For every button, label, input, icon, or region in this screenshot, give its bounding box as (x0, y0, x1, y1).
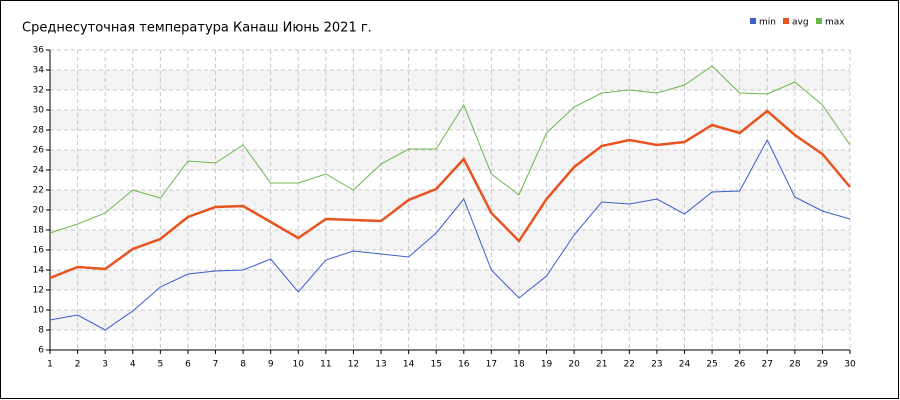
x-tick-label: 4 (130, 360, 136, 370)
x-tick-label: 8 (240, 360, 246, 370)
grid-band (50, 190, 850, 210)
x-tick-label: 20 (568, 360, 580, 370)
x-tick-label: 22 (624, 360, 635, 370)
y-tick-label: 12 (33, 286, 44, 296)
x-tick-label: 3 (102, 360, 108, 370)
x-tick-label: 21 (596, 360, 607, 370)
x-tick-label: 24 (679, 360, 691, 370)
x-tick-label: 25 (706, 360, 717, 370)
y-tick-label: 6 (38, 346, 44, 356)
x-tick-label: 30 (844, 360, 856, 370)
x-tick-label: 15 (430, 360, 441, 370)
x-tick-label: 10 (293, 360, 305, 370)
y-tick-label: 36 (33, 46, 45, 56)
y-tick-label: 32 (33, 86, 44, 96)
y-tick-label: 14 (33, 266, 45, 276)
x-tick-label: 1 (47, 360, 53, 370)
chart-title: Среднесуточная температура Канаш Июнь 20… (22, 21, 372, 36)
y-tick-label: 20 (33, 206, 45, 216)
grid-band (50, 70, 850, 90)
grid-band (50, 150, 850, 170)
grid-band (50, 110, 850, 130)
x-tick-label: 2 (75, 360, 81, 370)
x-tick-label: 27 (762, 360, 773, 370)
x-tick-label: 7 (213, 360, 219, 370)
y-tick-label: 8 (38, 326, 44, 336)
x-tick-label: 23 (651, 360, 662, 370)
y-tick-label: 34 (33, 66, 45, 76)
legend-swatch (816, 18, 822, 24)
legend-swatch (783, 18, 789, 24)
y-tick-label: 30 (33, 106, 45, 116)
x-tick-label: 13 (375, 360, 386, 370)
y-tick-label: 18 (33, 226, 45, 236)
legend-label: avg (792, 18, 809, 28)
series-line (49, 65, 851, 234)
y-tick-label: 16 (33, 246, 45, 256)
y-tick-label: 28 (33, 126, 45, 136)
x-tick-label: 17 (486, 360, 497, 370)
legend-label: min (759, 18, 776, 28)
x-tick-label: 6 (185, 360, 191, 370)
legend-label: max (825, 18, 845, 28)
x-tick-label: 5 (157, 360, 163, 370)
x-tick-label: 9 (268, 360, 274, 370)
x-tick-label: 26 (734, 360, 746, 370)
y-tick-label: 10 (33, 306, 45, 316)
x-tick-label: 11 (320, 360, 331, 370)
x-tick-label: 19 (541, 360, 553, 370)
x-tick-label: 28 (789, 360, 801, 370)
x-tick-label: 12 (348, 360, 359, 370)
series-line (49, 109, 851, 280)
grid-band (50, 310, 850, 330)
x-tick-label: 29 (817, 360, 829, 370)
grid-band (50, 270, 850, 290)
y-tick-label: 26 (33, 146, 45, 156)
x-tick-label: 14 (403, 360, 415, 370)
series-line (49, 138, 851, 331)
legend-swatch (750, 18, 756, 24)
x-tick-label: 16 (458, 360, 470, 370)
grid-band (50, 230, 850, 250)
x-tick-label: 18 (513, 360, 525, 370)
y-tick-label: 22 (33, 186, 44, 196)
y-tick-label: 24 (33, 166, 45, 176)
